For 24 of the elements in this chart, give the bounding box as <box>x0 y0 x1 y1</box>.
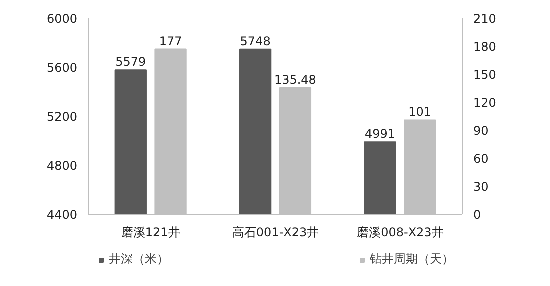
y-tick-label: 5600 <box>46 61 78 75</box>
y-tick-label: 6000 <box>46 12 78 26</box>
x-tick-label: 磨溪008-X23井 <box>357 226 444 240</box>
y2-tick-label: 150 <box>474 68 496 82</box>
y2-tick-label: 180 <box>474 40 496 54</box>
y2-tick-label: 60 <box>474 152 489 166</box>
legend-label: 井深（米） <box>109 251 169 268</box>
y-tick-label: 5200 <box>46 110 78 124</box>
data-label: 4991 <box>364 127 396 142</box>
data-label: 5748 <box>240 34 271 48</box>
data-label: 101 <box>408 105 432 120</box>
y2-tick-label: 120 <box>474 96 496 110</box>
data-label: 135.48 <box>274 73 316 88</box>
data-label: 5579 <box>116 55 146 70</box>
x-tick-label: 高石001-X23井 <box>232 226 320 240</box>
y2-tick-label: 0 <box>474 208 482 222</box>
y2-tick-label: 210 <box>474 12 496 26</box>
legend-label: 钻井周期（天） <box>370 251 454 268</box>
y-tick-label: 4800 <box>46 159 78 173</box>
y2-tick-label: 90 <box>474 124 489 138</box>
y2-tick-label: 30 <box>474 180 489 194</box>
data-label: 177 <box>159 34 182 48</box>
x-tick-label: 磨溪121井 <box>121 226 180 240</box>
y-tick-label: 4400 <box>46 208 78 222</box>
